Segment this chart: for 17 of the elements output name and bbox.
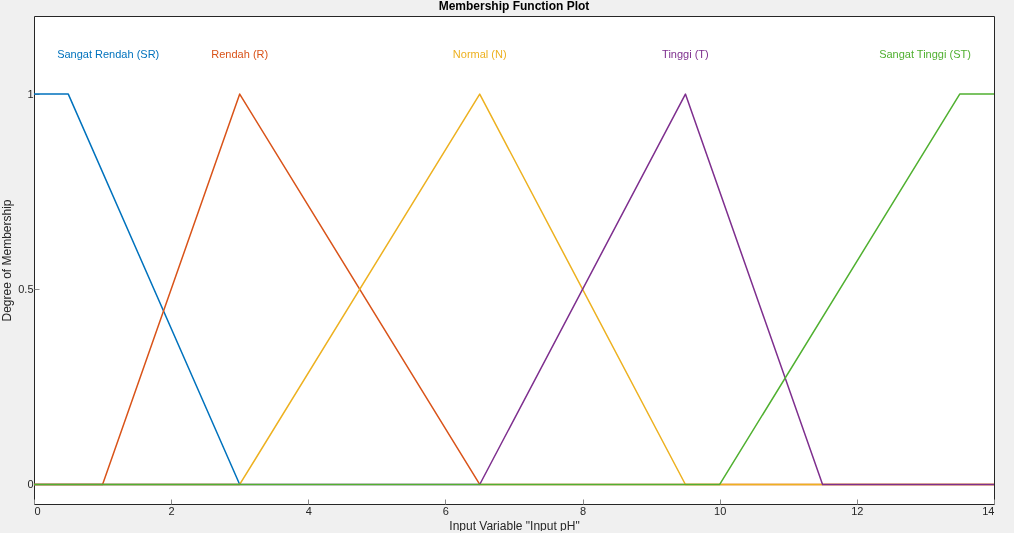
text: Sangat Rendah (SR) (57, 48, 160, 61)
x-tick-label: 12 (851, 504, 864, 517)
x-tick-label: 8 (580, 504, 587, 517)
x-tick-label: 2 (168, 504, 175, 517)
text: Rendah (R) (211, 48, 269, 61)
y-tick-label: 0.5 (18, 282, 34, 295)
chart-title: Membership Function Plot (438, 0, 590, 13)
text: Sangat Tinggi (ST) (879, 48, 971, 61)
x-tick-label: 14 (982, 504, 995, 517)
y-axis-title: Degree of Membership (0, 199, 15, 322)
y-tick-label: 0 (27, 477, 34, 490)
text: Tinggi (T) (662, 48, 709, 61)
x-tick-label: 6 (442, 504, 449, 517)
y-tick-label: 1 (27, 87, 34, 100)
text: Normal (N) (452, 48, 507, 61)
x-tick-label: 10 (714, 504, 727, 517)
x-tick-label: 4 (305, 504, 312, 517)
